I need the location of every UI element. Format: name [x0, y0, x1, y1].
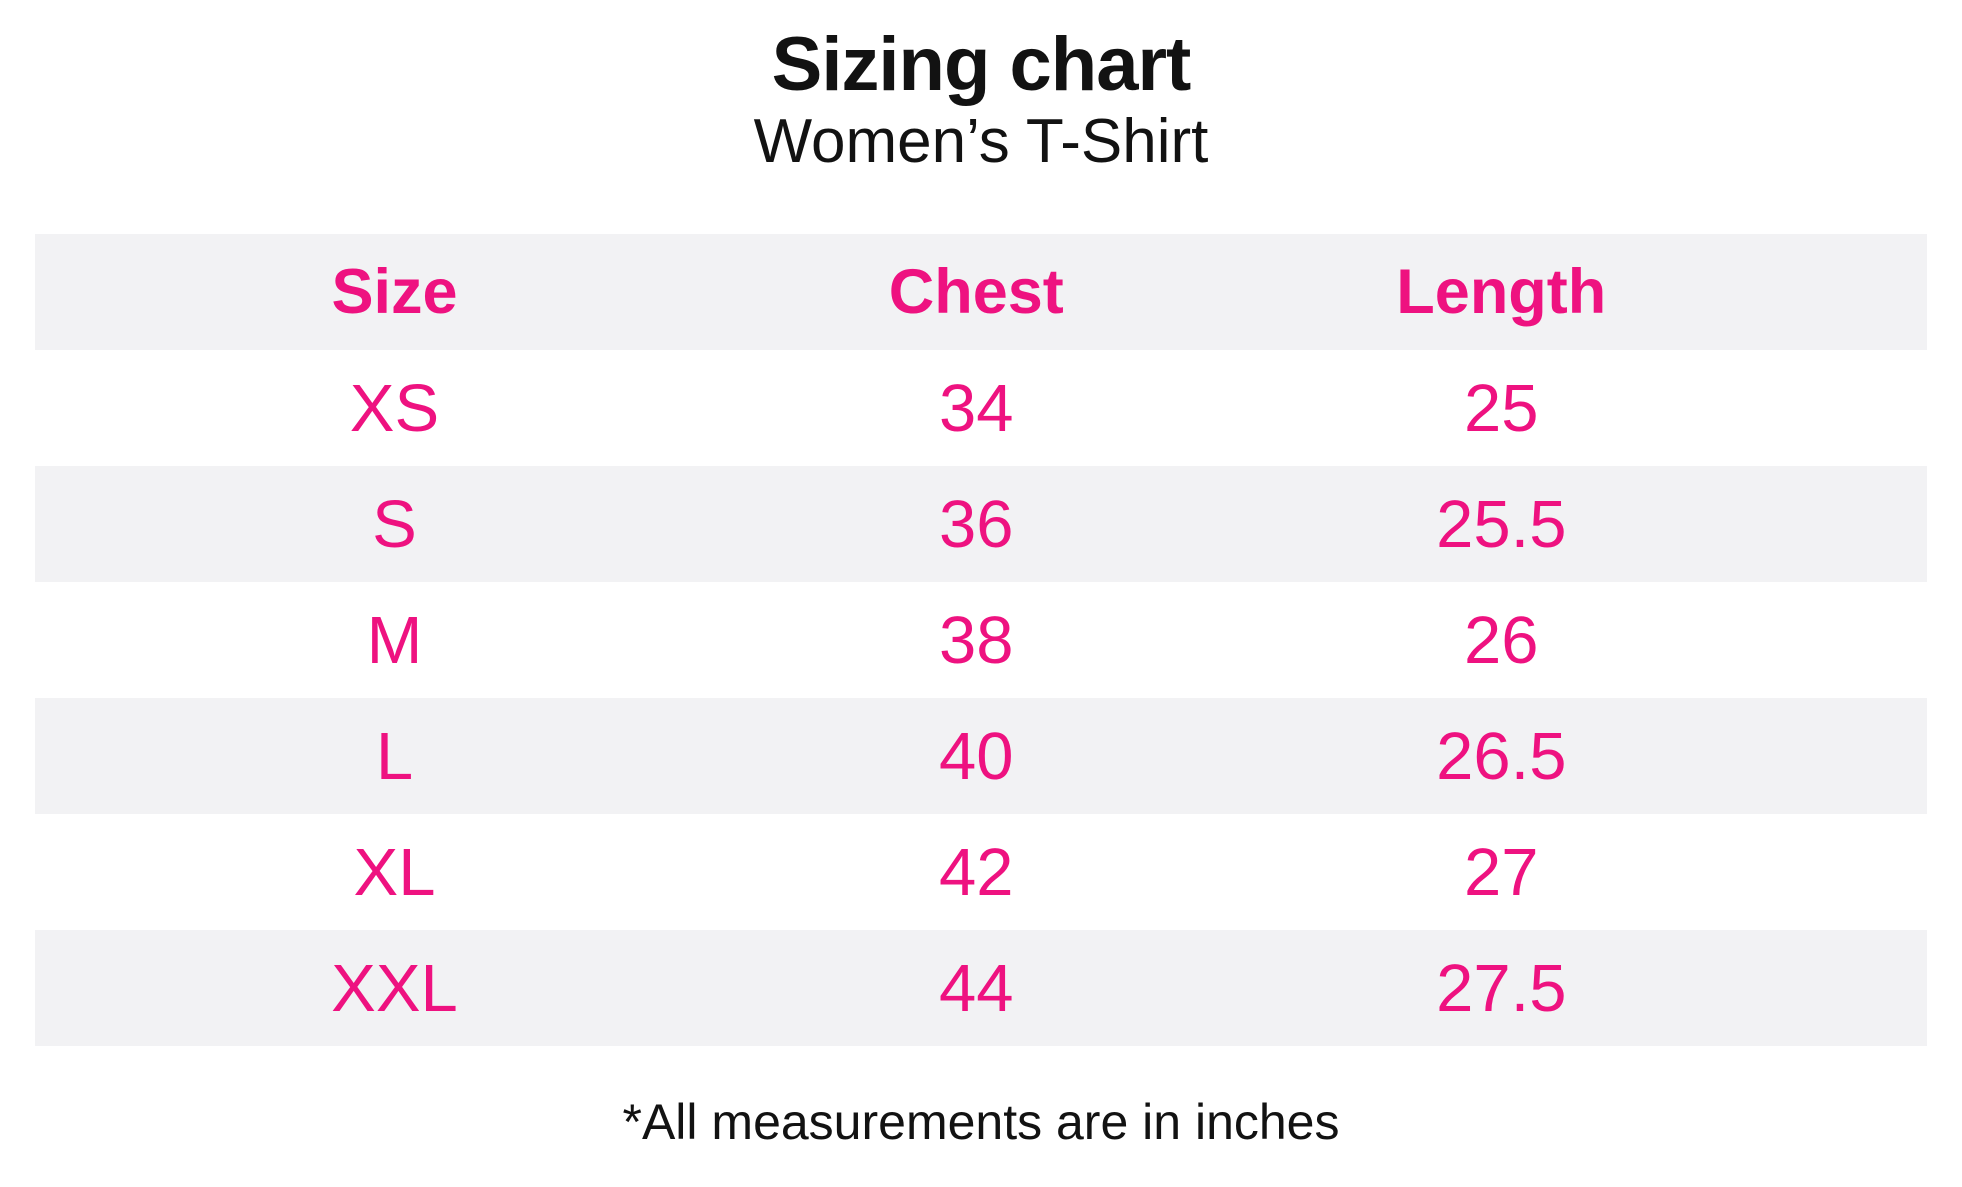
table-header-row: Size Chest Length [35, 234, 1927, 351]
page-title: Sizing chart [771, 22, 1192, 107]
size-cell: M [366, 602, 423, 678]
measurements-note: *All measurements are in inches [622, 1094, 1340, 1151]
length-cell: 27.5 [1436, 950, 1567, 1026]
length-cell: 26 [1464, 602, 1539, 678]
length-cell: 25.5 [1436, 486, 1567, 562]
table-row-xxl: XXL 44 27.5 [35, 930, 1927, 1047]
spacer-cell [1804, 582, 1927, 698]
length-cell: 26.5 [1436, 718, 1567, 794]
chest-cell: 44 [938, 950, 1014, 1026]
spacer-cell [1804, 350, 1927, 466]
chest-cell: 36 [938, 486, 1014, 562]
column-header-size: Size [331, 257, 458, 328]
spacer-cell [1804, 814, 1927, 930]
length-cell: 27 [1464, 834, 1539, 910]
chest-cell: 40 [938, 718, 1014, 794]
table-row-l: L 40 26.5 [35, 698, 1927, 815]
spacer-cell [1804, 234, 1927, 350]
chest-cell: 34 [938, 370, 1014, 446]
column-header-length: Length [1396, 257, 1607, 328]
column-header-chest: Chest [888, 257, 1064, 328]
size-cell: XS [349, 370, 440, 446]
spacer-cell [1804, 930, 1927, 1046]
table-row-xl: XL 42 27 [35, 814, 1927, 930]
table-row-s: S 36 25.5 [35, 466, 1927, 583]
table-row-xs: XS 34 25 [35, 350, 1927, 466]
spacer-cell [1804, 466, 1927, 582]
table-row-m: M 38 26 [35, 582, 1927, 698]
length-cell: 25 [1464, 370, 1539, 446]
size-cell: S [372, 486, 417, 562]
size-cell: XL [353, 834, 436, 910]
spacer-cell [1804, 698, 1927, 814]
size-cell: L [375, 718, 414, 794]
sizing-table: Size Chest Length XS 34 25 S 36 25.5 M 3… [35, 234, 1927, 1047]
page-subtitle: Women’s T-Shirt [753, 106, 1209, 176]
size-cell: XXL [331, 950, 458, 1026]
chest-cell: 42 [938, 834, 1014, 910]
chest-cell: 38 [938, 602, 1014, 678]
